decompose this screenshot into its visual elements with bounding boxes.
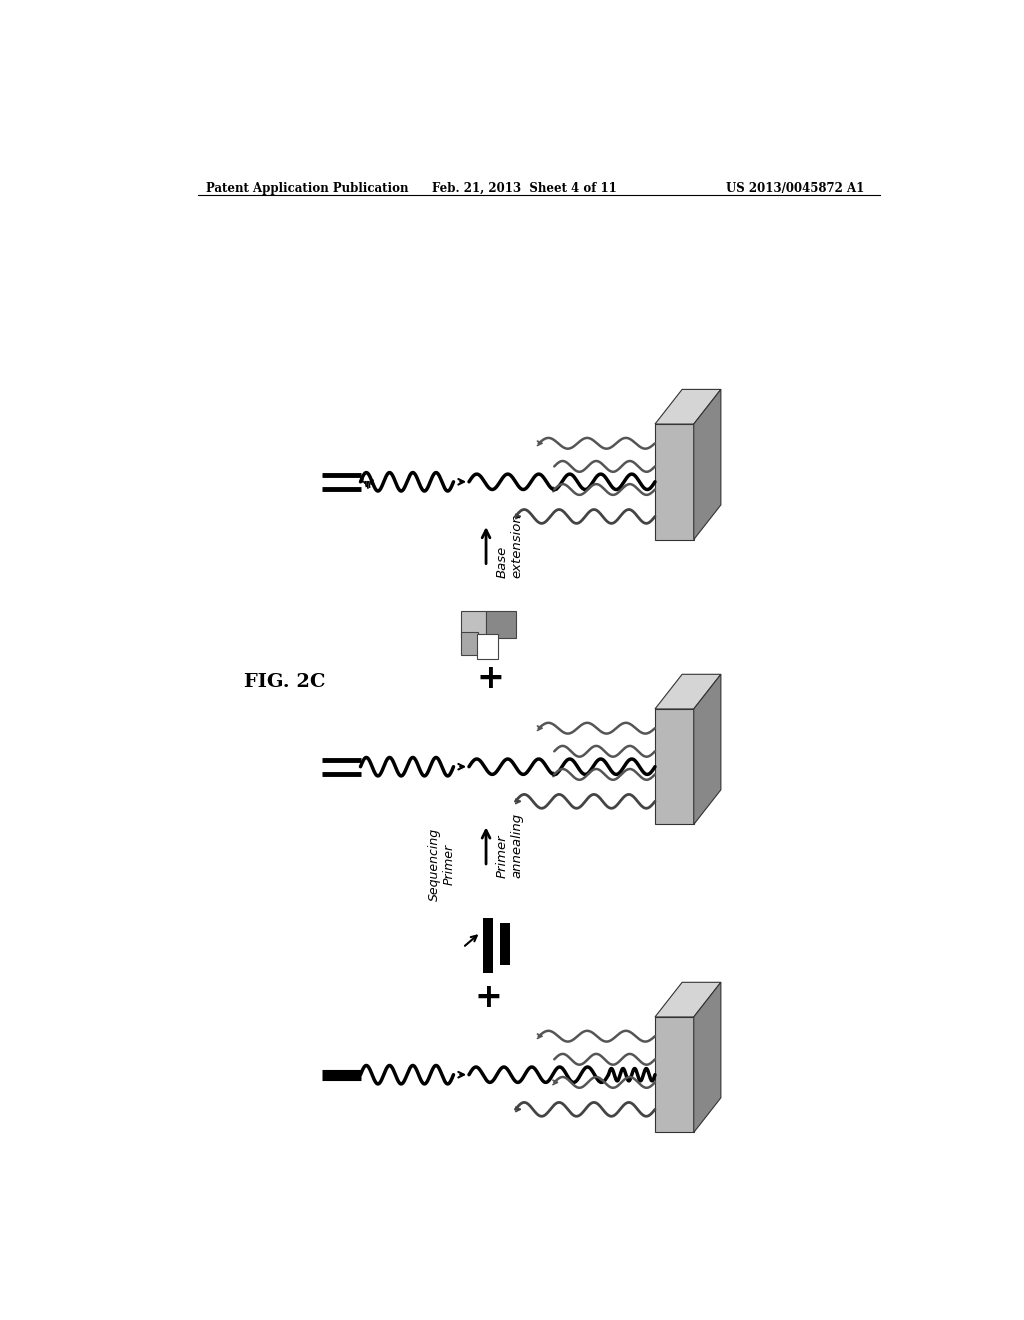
Polygon shape (693, 389, 721, 540)
Polygon shape (655, 424, 693, 540)
Text: Sequencing
Primer: Sequencing Primer (428, 829, 456, 902)
Bar (477, 635, 499, 659)
Bar (486, 611, 515, 638)
Bar (461, 632, 478, 655)
Text: C: C (469, 618, 478, 631)
Polygon shape (655, 389, 721, 424)
Bar (483, 917, 493, 973)
Text: A: A (482, 640, 493, 653)
Text: Patent Application Publication: Patent Application Publication (206, 182, 408, 194)
Polygon shape (655, 982, 721, 1016)
Text: +: + (477, 661, 505, 694)
Text: T: T (466, 638, 474, 649)
Polygon shape (693, 982, 721, 1133)
Text: AG: AG (492, 619, 510, 630)
Polygon shape (655, 675, 721, 709)
Polygon shape (655, 709, 693, 825)
Text: Feb. 21, 2013  Sheet 4 of 11: Feb. 21, 2013 Sheet 4 of 11 (432, 182, 617, 194)
Text: Primer
annealing: Primer annealing (496, 813, 523, 878)
Text: US 2013/0045872 A1: US 2013/0045872 A1 (726, 182, 864, 194)
Text: FIG. 2C: FIG. 2C (245, 673, 326, 690)
Bar (461, 611, 486, 638)
Bar (500, 923, 510, 965)
Text: +: + (474, 981, 503, 1014)
Polygon shape (655, 1016, 693, 1133)
Polygon shape (693, 675, 721, 825)
Text: Base
extension: Base extension (496, 513, 523, 578)
